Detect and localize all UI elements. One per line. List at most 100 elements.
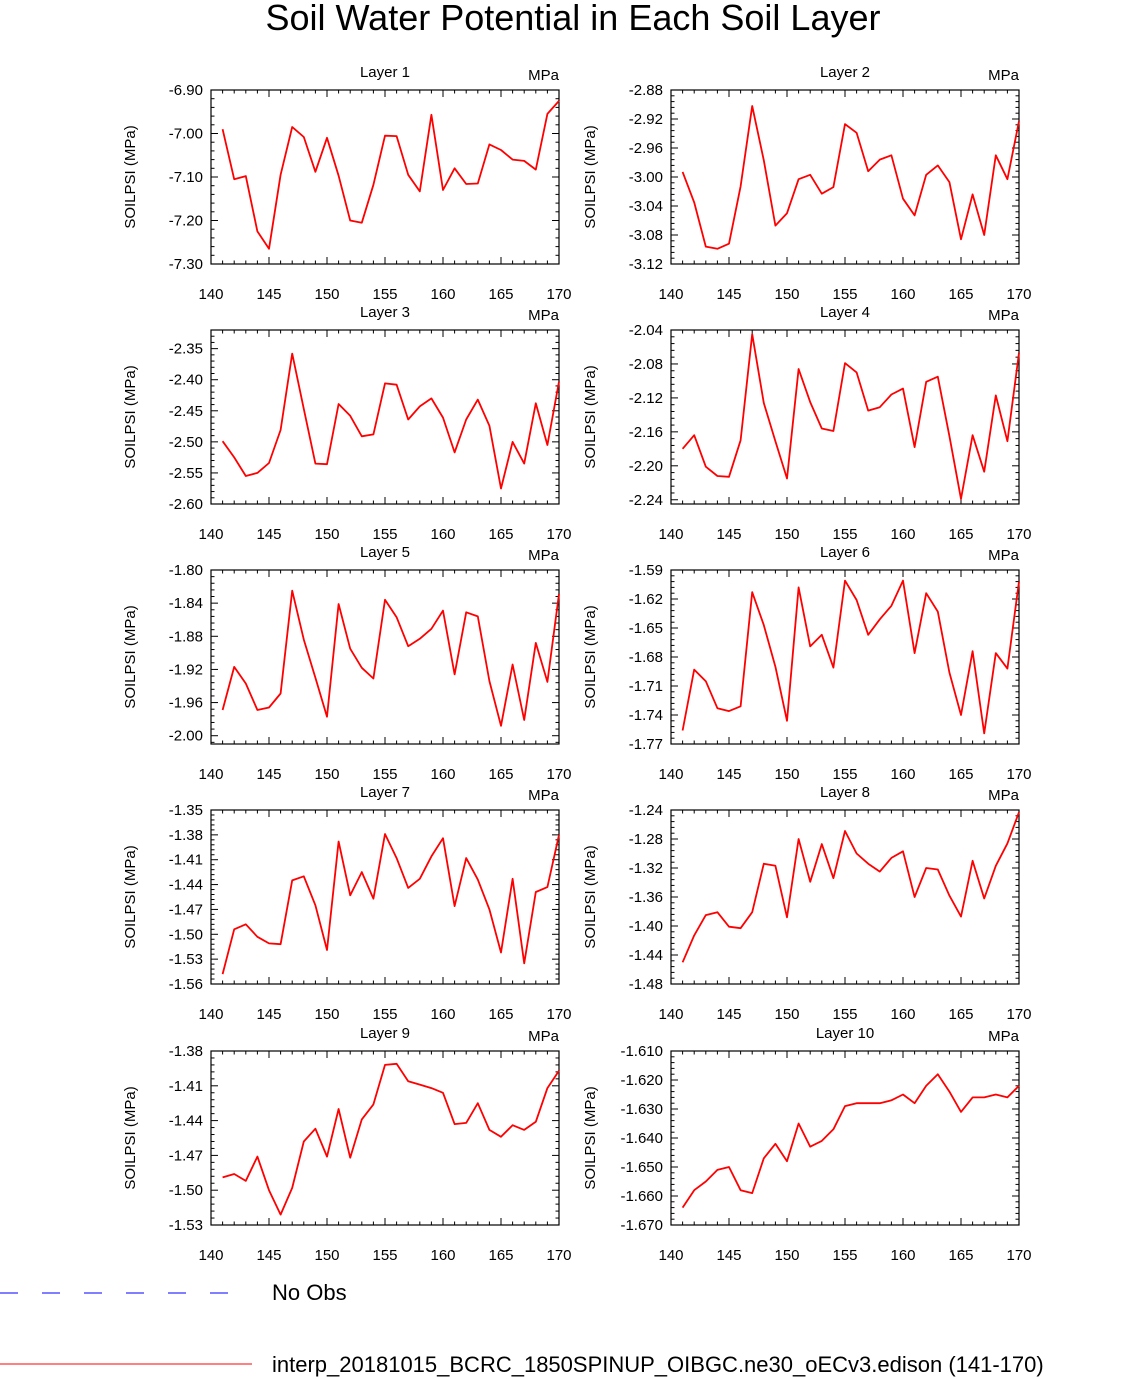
y-tick-label: -1.48 — [629, 976, 663, 993]
y-axis-label: SOILPSI (MPa) — [122, 845, 139, 948]
x-tick-label: 150 — [314, 286, 339, 303]
y-tick-label: -7.10 — [169, 169, 203, 186]
x-tick-label: 145 — [716, 766, 741, 783]
y-tick-label: -2.96 — [629, 140, 663, 157]
y-tick-label: -1.36 — [629, 889, 663, 906]
y-tick-label: -1.88 — [169, 628, 203, 645]
x-tick-label: 145 — [256, 1247, 281, 1264]
y-tick-label: -1.96 — [169, 695, 203, 712]
x-tick-label: 170 — [1006, 286, 1031, 303]
x-tick-label: 140 — [198, 286, 223, 303]
x-tick-label: 155 — [372, 526, 397, 543]
x-tick-label: 170 — [546, 286, 571, 303]
x-tick-label: 160 — [430, 526, 455, 543]
y-axis-label: SOILPSI (MPa) — [582, 125, 599, 228]
units-label: MPa — [988, 307, 1020, 324]
x-tick-label: 155 — [372, 286, 397, 303]
x-tick-label: 165 — [948, 1247, 973, 1264]
x-tick-label: 140 — [658, 1006, 683, 1023]
panel-title: Layer 10 — [816, 1025, 874, 1042]
plot-frame — [211, 90, 559, 264]
model-series-line — [223, 1064, 559, 1215]
model-series-line — [223, 101, 559, 249]
panel-title: Layer 2 — [820, 64, 870, 81]
y-tick-label: -2.35 — [169, 341, 203, 358]
y-tick-label: -1.50 — [169, 1182, 203, 1199]
y-tick-label: -2.20 — [629, 458, 663, 475]
x-tick-label: 140 — [198, 1006, 223, 1023]
y-tick-label: -2.24 — [629, 492, 663, 509]
legend-no-obs-label: No Obs — [272, 1280, 347, 1306]
x-tick-label: 150 — [314, 1006, 339, 1023]
plot-frame — [671, 570, 1019, 744]
y-tick-label: -1.47 — [169, 901, 203, 918]
panel-title: Layer 3 — [360, 304, 410, 321]
x-tick-label: 170 — [546, 1006, 571, 1023]
y-tick-label: -7.30 — [169, 256, 203, 273]
y-tick-label: -1.53 — [169, 951, 203, 968]
panel-title: Layer 8 — [820, 784, 870, 801]
panel-title: Layer 4 — [820, 304, 870, 321]
x-tick-label: 145 — [716, 1247, 741, 1264]
model-series-line — [223, 591, 559, 726]
x-tick-label: 160 — [890, 286, 915, 303]
y-tick-label: -1.84 — [169, 595, 203, 612]
plot-frame — [211, 570, 559, 744]
x-tick-label: 170 — [1006, 1006, 1031, 1023]
units-label: MPa — [528, 547, 560, 564]
y-tick-label: -2.50 — [169, 434, 203, 451]
y-axis-label: SOILPSI (MPa) — [582, 605, 599, 708]
x-tick-label: 160 — [430, 1247, 455, 1264]
x-tick-label: 155 — [832, 286, 857, 303]
y-tick-label: -1.24 — [629, 802, 663, 819]
x-tick-label: 140 — [658, 766, 683, 783]
y-tick-label: -1.77 — [629, 736, 663, 753]
x-tick-label: 140 — [658, 1247, 683, 1264]
y-tick-label: -1.620 — [620, 1072, 663, 1089]
y-tick-label: -1.50 — [169, 926, 203, 943]
panel-title: Layer 5 — [360, 544, 410, 561]
x-tick-label: 155 — [372, 1247, 397, 1264]
y-tick-label: -1.92 — [169, 661, 203, 678]
y-tick-label: -2.88 — [629, 82, 663, 99]
y-tick-label: -1.74 — [629, 707, 663, 724]
panel-title: Layer 9 — [360, 1025, 410, 1042]
x-tick-label: 165 — [488, 286, 513, 303]
x-tick-label: 165 — [948, 526, 973, 543]
y-tick-label: -2.55 — [169, 465, 203, 482]
y-tick-label: -1.44 — [629, 947, 663, 964]
x-tick-label: 155 — [832, 766, 857, 783]
model-series-line — [683, 334, 1019, 499]
y-tick-label: -1.630 — [620, 1101, 663, 1118]
y-tick-label: -1.670 — [620, 1217, 663, 1234]
y-tick-label: -2.45 — [169, 403, 203, 420]
model-series-line — [683, 1074, 1019, 1207]
units-label: MPa — [528, 307, 560, 324]
x-tick-label: 160 — [890, 1006, 915, 1023]
x-tick-label: 155 — [832, 1006, 857, 1023]
x-tick-label: 150 — [314, 1247, 339, 1264]
y-tick-label: -1.62 — [629, 591, 663, 608]
y-axis-label: SOILPSI (MPa) — [582, 1086, 599, 1189]
x-tick-label: 170 — [546, 1247, 571, 1264]
legend-model: interp_20181015_BCRC_1850SPINUP_OIBGC.ne… — [0, 1349, 1146, 1379]
x-tick-label: 145 — [256, 526, 281, 543]
y-tick-label: -2.12 — [629, 390, 663, 407]
x-tick-label: 160 — [430, 1006, 455, 1023]
y-tick-label: -1.47 — [169, 1147, 203, 1164]
plot-frame — [671, 1051, 1019, 1225]
y-tick-label: -7.20 — [169, 213, 203, 230]
y-tick-label: -1.56 — [169, 976, 203, 993]
x-tick-label: 160 — [890, 526, 915, 543]
y-tick-label: -1.38 — [169, 827, 203, 844]
units-label: MPa — [528, 1028, 560, 1045]
x-tick-label: 165 — [488, 1247, 513, 1264]
x-tick-label: 145 — [256, 1006, 281, 1023]
x-tick-label: 155 — [372, 1006, 397, 1023]
